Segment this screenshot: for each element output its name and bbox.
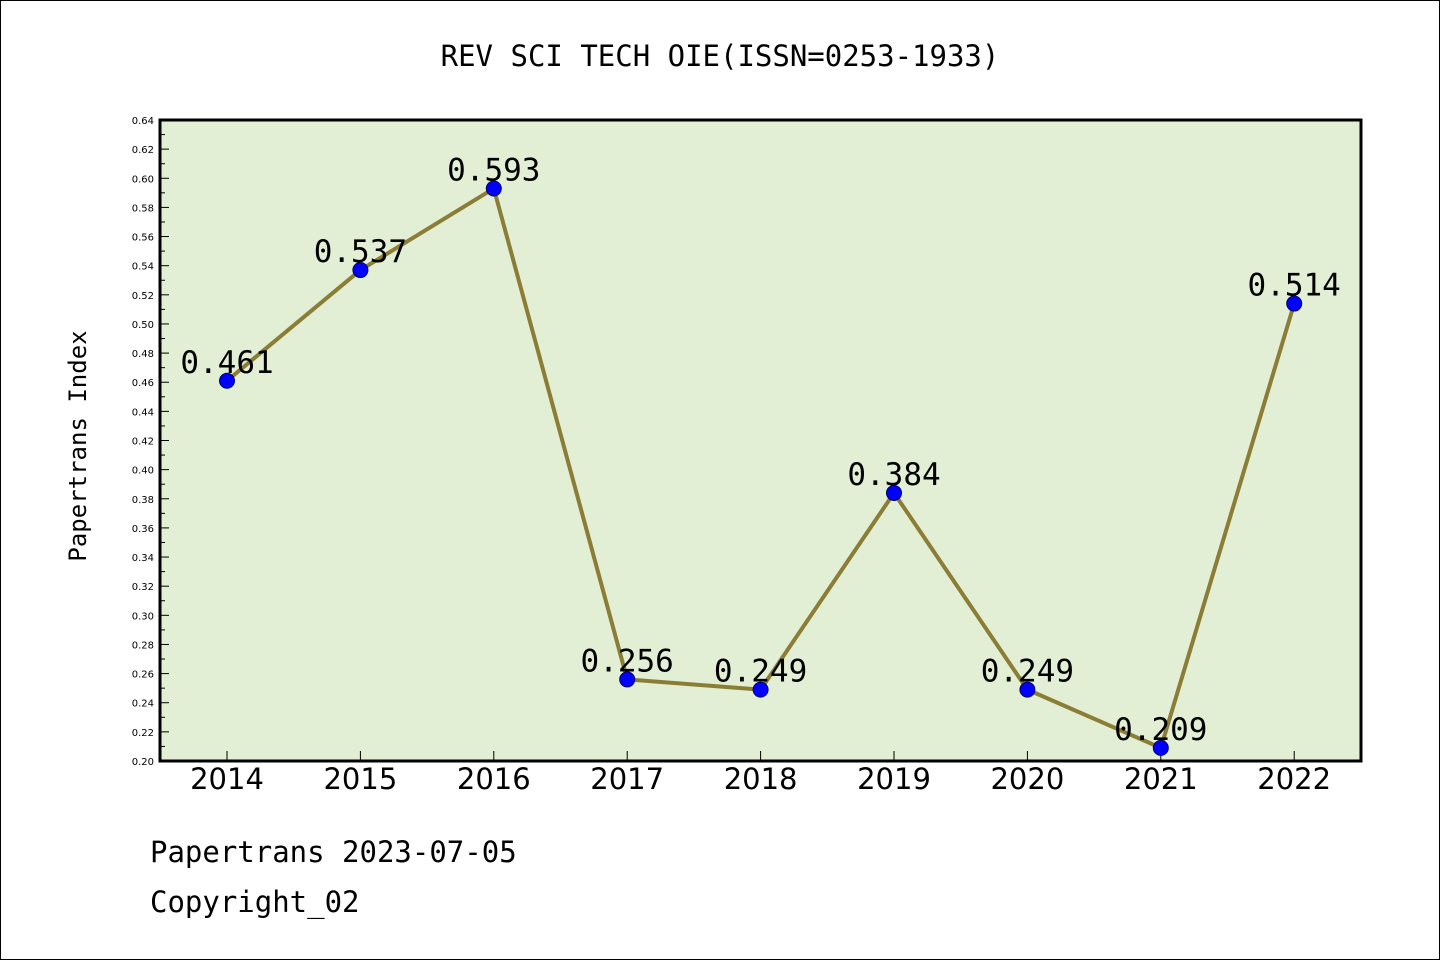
y-tick-label: 0.24 <box>132 699 154 710</box>
y-tick-label: 0.40 <box>132 466 154 477</box>
data-point <box>619 671 636 688</box>
y-tick-label: 0.62 <box>132 145 154 156</box>
y-tick-label: 0.58 <box>132 203 154 214</box>
x-axis-ticks: 2014 2015 2016 2017 2018 2019 2020 2021 2022 <box>190 751 1331 796</box>
x-tick-label: 2015 <box>323 762 397 796</box>
y-tick-label: 0.34 <box>132 553 154 564</box>
plot-area <box>160 120 1361 761</box>
plot-border <box>158 118 1363 763</box>
y-tick-label: 0.26 <box>132 670 154 681</box>
data-labels: 0.461 0.537 0.593 0.256 0.249 0.384 0.249 0.209… <box>180 152 1341 747</box>
y-tick-label: 0.54 <box>132 262 154 273</box>
y-axis-label: Papertrans Index <box>64 330 92 561</box>
x-tick-label: 2014 <box>190 762 264 796</box>
data-label: 0.461 <box>180 345 273 381</box>
y-tick-label: 0.42 <box>132 437 154 448</box>
x-tick-label: 2017 <box>590 762 664 796</box>
y-tick-label: 0.20 <box>132 757 154 768</box>
data-label: 0.593 <box>447 152 540 188</box>
data-point <box>1152 739 1169 756</box>
data-point <box>1286 295 1303 312</box>
y-tick-label: 0.36 <box>132 524 154 535</box>
y-tick-label: 0.50 <box>132 320 154 331</box>
data-point <box>752 681 769 698</box>
data-point <box>1019 681 1036 698</box>
y-tick-label: 0.38 <box>132 495 154 506</box>
data-point <box>352 262 369 279</box>
y-tick-label: 0.22 <box>132 728 154 739</box>
data-label: 0.256 <box>581 643 674 679</box>
y-tick-label: 0.52 <box>132 291 154 302</box>
y-tick-label: 0.30 <box>132 611 154 622</box>
data-point <box>485 180 502 197</box>
footer-copyright: Copyright_02 <box>150 885 360 919</box>
data-point <box>219 372 235 389</box>
x-tick-label: 2021 <box>1124 762 1198 796</box>
data-label: 0.384 <box>847 457 940 493</box>
data-point <box>886 484 902 501</box>
data-label: 0.249 <box>714 654 807 690</box>
y-tick-label: 0.32 <box>132 582 154 593</box>
x-tick-label: 2016 <box>457 762 531 796</box>
y-axis-ticks: 0.20 0.22 0.24 0.26 0.28 0.30 0.32 0.34 0.36 0.38… <box>132 116 169 768</box>
x-tick-label: 2019 <box>857 762 931 796</box>
data-label: 0.209 <box>1114 712 1207 748</box>
y-tick-label: 0.56 <box>132 233 154 244</box>
data-label: 0.514 <box>1248 268 1341 304</box>
y-tick-label: 0.46 <box>132 378 154 389</box>
x-tick-label: 2020 <box>990 762 1064 796</box>
y-tick-label: 0.28 <box>132 640 154 651</box>
x-tick-label: 2022 <box>1257 762 1331 796</box>
chart-title: REV SCI TECH OIE(ISSN=0253-1933) <box>441 39 1000 73</box>
x-tick-label: 2018 <box>724 762 798 796</box>
y-tick-label: 0.44 <box>132 407 154 418</box>
y-tick-label: 0.60 <box>132 174 154 185</box>
y-tick-label: 0.48 <box>132 349 154 360</box>
data-label: 0.537 <box>314 234 407 270</box>
data-markers <box>219 180 1303 756</box>
footer-date: Papertrans 2023-07-05 <box>150 835 517 869</box>
y-tick-label: 0.64 <box>132 116 154 127</box>
data-label: 0.249 <box>981 654 1074 690</box>
